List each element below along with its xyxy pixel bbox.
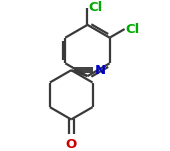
Text: N: N	[94, 64, 106, 77]
Text: Cl: Cl	[88, 1, 103, 14]
Text: O: O	[66, 138, 77, 151]
Text: Cl: Cl	[126, 22, 140, 35]
